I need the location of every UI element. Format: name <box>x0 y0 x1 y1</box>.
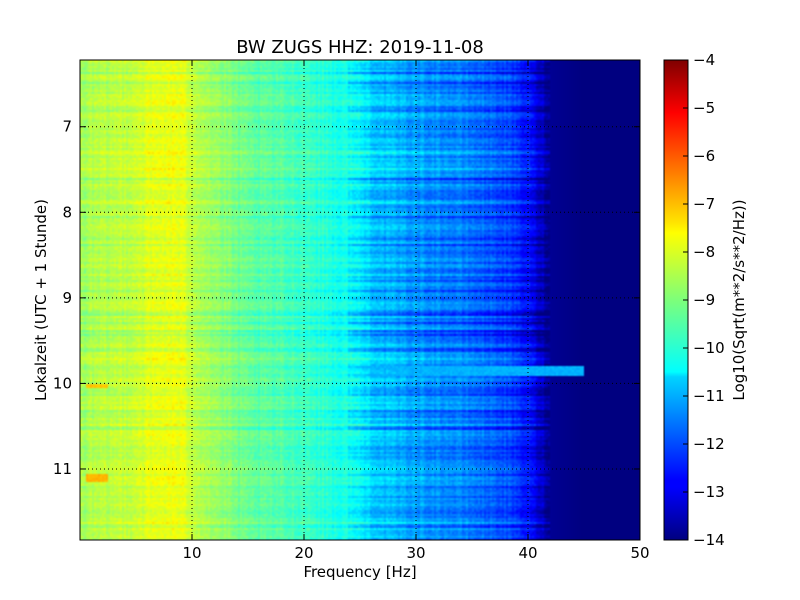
x-axis-ticks: 10 20 30 40 50 <box>182 60 650 562</box>
colorbar-tick-label: −14 <box>693 531 725 549</box>
y-axis-ticks: 7 8 9 10 11 <box>53 118 640 478</box>
spectrogram-heatmap <box>80 60 640 540</box>
colorbar-tick-label: −6 <box>693 147 715 165</box>
plot-frame <box>79 59 641 541</box>
colorbar-tick-label: −7 <box>693 195 715 213</box>
chart-title: BW ZUGS HHZ: 2019-11-08 <box>236 37 484 58</box>
x-tick-label: 50 <box>630 544 649 562</box>
colorbar: −4 −5 −6 −7 −8 −9 −10 −11 −12 −13 −14 <box>663 51 725 549</box>
x-tick-label: 30 <box>406 544 425 562</box>
grid-lines <box>80 60 640 540</box>
colorbar-tick-label: −4 <box>693 51 715 69</box>
colorbar-tick-label: −9 <box>693 291 715 309</box>
colorbar-tick-label: −5 <box>693 99 715 117</box>
y-tick-label: 11 <box>53 460 72 478</box>
y-tick-label: 10 <box>53 374 72 392</box>
x-axis-label: Frequency [Hz] <box>303 563 416 581</box>
colorbar-tick-label: −13 <box>693 483 725 501</box>
y-tick-label: 9 <box>62 289 72 307</box>
colorbar-tick-label: −8 <box>693 243 715 261</box>
colorbar-label: Log10(Sqrt(m**2/s**2/Hz)) <box>730 199 748 400</box>
colorbar-tick-label: −12 <box>693 435 725 453</box>
colorbar-ticks: −4 −5 −6 −7 −8 −9 −10 −11 −12 −13 −14 <box>683 51 725 549</box>
x-tick-label: 40 <box>518 544 537 562</box>
colorbar-tick-label: −10 <box>693 339 725 357</box>
plot-area: 10 20 30 40 50 7 8 9 10 11 <box>53 59 650 562</box>
x-tick-label: 10 <box>182 544 201 562</box>
y-axis-label: Lokalzeit (UTC + 1 Stunde) <box>32 199 50 401</box>
y-tick-label: 7 <box>62 118 72 136</box>
x-tick-label: 20 <box>294 544 313 562</box>
colorbar-tick-label: −11 <box>693 387 725 405</box>
y-tick-label: 8 <box>62 203 72 221</box>
